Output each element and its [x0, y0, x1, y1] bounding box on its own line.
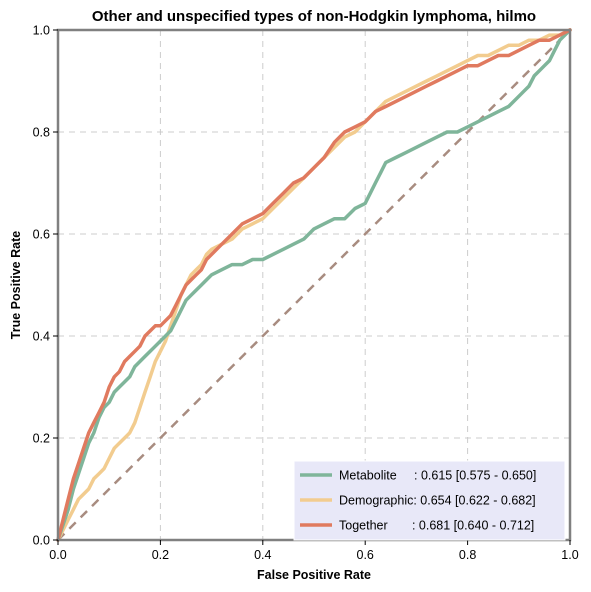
legend-label-metabolite: Metabolite : 0.615 [0.575 - 0.650]: [339, 469, 536, 483]
x-tick-label: 0.0: [49, 548, 66, 562]
x-tick-label: 0.4: [254, 548, 271, 562]
curves: [56, 28, 572, 542]
y-axis-label: True Positive Rate: [9, 231, 23, 339]
y-tick-label: 1.0: [33, 24, 50, 38]
y-tick-label: 0.0: [33, 534, 50, 548]
x-tick-label: 0.6: [357, 548, 374, 562]
legend-label-demographic: Demographic: 0.654 [0.622 - 0.682]: [339, 494, 536, 508]
x-tick-label: 0.2: [152, 548, 169, 562]
series-line-together: [56, 28, 572, 542]
legend: Metabolite : 0.615 [0.575 - 0.650] Demogr…: [293, 460, 566, 541]
series-line-demographic: [56, 28, 572, 542]
y-axis-ticks: 0.0 0.2 0.4 0.6 0.8 1.0: [33, 24, 58, 548]
series-line-metabolite: [56, 28, 572, 542]
x-axis-ticks: 0.0 0.2 0.4 0.6 0.8 1.0: [49, 540, 579, 562]
x-tick-label: 1.0: [561, 548, 578, 562]
y-tick-label: 0.8: [33, 126, 50, 140]
grid: [58, 30, 570, 540]
chart-title: Other and unspecified types of non-Hodgk…: [92, 8, 536, 25]
x-axis-label: False Positive Rate: [257, 568, 371, 582]
legend-box: [293, 460, 566, 541]
legend-label-together: Together : 0.681 [0.640 - 0.712]: [339, 519, 534, 533]
y-tick-label: 0.6: [33, 228, 50, 242]
x-tick-label: 0.8: [459, 548, 476, 562]
chance-diagonal-line: [57, 29, 571, 541]
y-tick-label: 0.4: [33, 330, 50, 344]
y-tick-label: 0.2: [33, 432, 50, 446]
